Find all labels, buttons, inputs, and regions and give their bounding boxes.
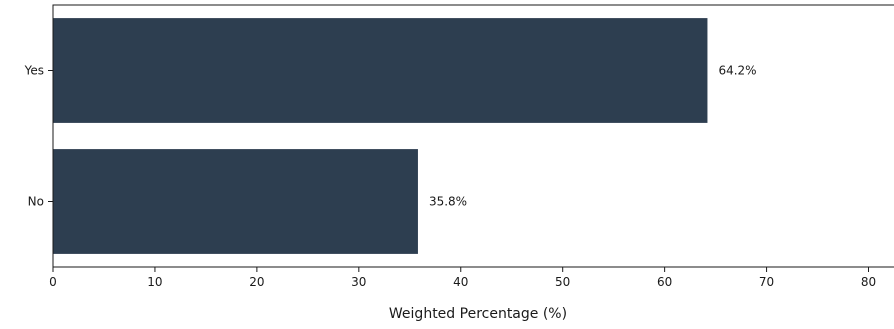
y-axis-ticks: Yes No xyxy=(24,64,53,209)
x-tick-label-40: 40 xyxy=(453,275,468,289)
x-tick-label-20: 20 xyxy=(249,275,264,289)
bar-yes xyxy=(53,18,708,123)
bars-layer xyxy=(53,18,708,254)
bar-no xyxy=(53,149,418,254)
axes-layer xyxy=(52,4,894,268)
data-labels: 64.2% 35.8% xyxy=(429,64,757,209)
x-tick-label-50: 50 xyxy=(555,275,570,289)
x-axis-ticks: 0 10 20 30 40 50 60 70 80 xyxy=(49,267,876,289)
data-label-yes: 64.2% xyxy=(718,64,756,78)
x-tick-label-80: 80 xyxy=(861,275,876,289)
y-tick-label-yes: Yes xyxy=(24,64,44,78)
x-tick-label-0: 0 xyxy=(49,275,57,289)
plot-frame xyxy=(52,4,894,268)
data-label-no: 35.8% xyxy=(429,195,467,209)
x-tick-label-30: 30 xyxy=(351,275,366,289)
y-tick-label-no: No xyxy=(28,195,44,209)
x-tick-label-60: 60 xyxy=(657,275,672,289)
x-tick-label-10: 10 xyxy=(147,275,162,289)
x-tick-label-70: 70 xyxy=(759,275,774,289)
x-axis-title: Weighted Percentage (%) xyxy=(389,306,567,322)
